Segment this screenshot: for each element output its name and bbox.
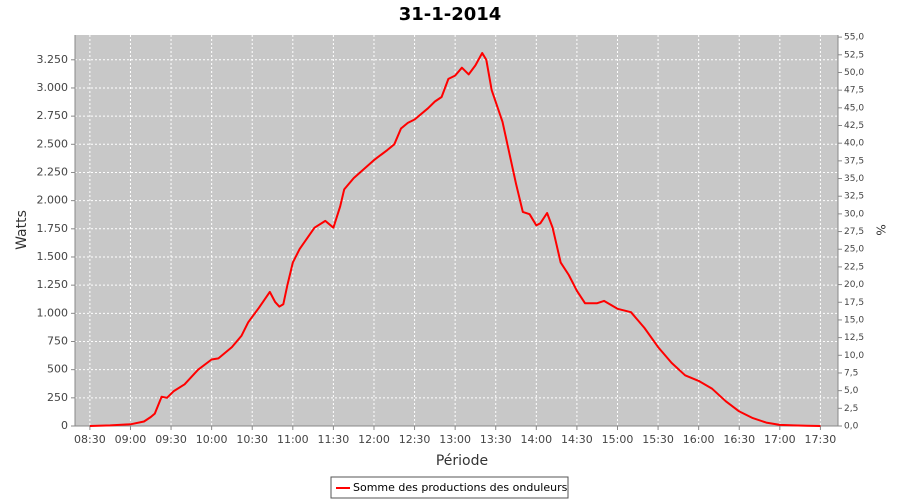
y2-tick-label: 37,5 — [844, 156, 864, 166]
x-tick-label: 13:00 — [439, 433, 471, 446]
y2-tick-label: 20,0 — [844, 280, 864, 290]
y2-tick-label: 15,0 — [844, 315, 864, 325]
y2-tick-label: 17,5 — [844, 298, 864, 308]
x-tick-label: 12:30 — [399, 433, 431, 446]
y-tick-label: 500 — [47, 363, 68, 376]
chart-title: 31-1-2014 — [399, 4, 502, 25]
y-tick-label: 1.500 — [37, 250, 69, 263]
legend — [330, 476, 569, 499]
y2-tick-label: 32,5 — [844, 192, 864, 202]
y2-tick-label: 10,0 — [844, 351, 864, 361]
x-tick-label: 09:30 — [155, 433, 187, 446]
x-tick-label: 15:30 — [642, 433, 674, 446]
y-tick-label: 3.250 — [37, 53, 69, 66]
y-tick-label: 2.250 — [37, 165, 69, 178]
y2-tick-label: 2,5 — [844, 404, 858, 414]
y2-tick-label: 55,0 — [844, 33, 864, 43]
y2-tick-label: 22,5 — [844, 262, 864, 272]
x-tick-label: 10:00 — [196, 433, 228, 446]
x-tick-label: 14:00 — [520, 433, 552, 446]
y2-tick-label: 47,5 — [844, 86, 864, 96]
x-tick-label: 16:00 — [683, 433, 715, 446]
y2-tick-label: 40,0 — [844, 139, 864, 149]
y2-tick-label: 35,0 — [844, 174, 864, 184]
x-tick-label: 10:30 — [236, 433, 268, 446]
x-tick-label: 17:30 — [805, 433, 837, 446]
series-line — [89, 52, 821, 427]
y-tick-label: 0 — [61, 419, 68, 432]
x-tick-label: 11:00 — [277, 433, 309, 446]
plot-area — [75, 35, 838, 426]
x-tick-label: 16:30 — [723, 433, 755, 446]
y-tick-label: 250 — [47, 391, 68, 404]
x-tick-label: 14:30 — [561, 433, 593, 446]
y-tick-label: 2.750 — [37, 109, 69, 122]
x-tick-label: 08:30 — [74, 433, 106, 446]
x-tick-label: 12:00 — [358, 433, 390, 446]
y2-tick-label: 7,5 — [844, 368, 858, 378]
y2-tick-label: 25,0 — [844, 245, 864, 255]
x-tick-label: 15:00 — [602, 433, 634, 446]
y-axis-label: Watts — [14, 210, 30, 250]
y2-tick-label: 12,5 — [844, 333, 864, 343]
y2-tick-label: 30,0 — [844, 209, 864, 219]
y2-tick-label: 27,5 — [844, 227, 864, 237]
y2-tick-label: 50,0 — [844, 68, 864, 78]
y2-tick-label: 52,5 — [844, 50, 864, 60]
y-tick-label: 1.000 — [37, 306, 69, 319]
x-tick-label: 11:30 — [318, 433, 350, 446]
x-tick-label: 13:30 — [480, 433, 512, 446]
y-tick-label: 750 — [47, 334, 68, 347]
y-tick-label: 1.250 — [37, 278, 69, 291]
x-tick-label: 09:00 — [115, 433, 147, 446]
y-tick-label: 2.000 — [37, 194, 69, 207]
y2-axis-label: % — [874, 224, 888, 235]
legend-label: Somme des productions des onduleurs — [353, 481, 568, 494]
y-tick-label: 2.500 — [37, 137, 69, 150]
y2-tick-label: 42,5 — [844, 121, 864, 131]
y-tick-label: 3.000 — [37, 81, 69, 94]
x-axis-label: Période — [436, 453, 488, 469]
y2-tick-label: 5,0 — [844, 386, 859, 396]
y2-tick-label: 45,0 — [844, 103, 864, 113]
y-tick-label: 1.750 — [37, 222, 69, 235]
y2-tick-label: 0,0 — [844, 422, 859, 432]
x-tick-label: 17:00 — [764, 433, 796, 446]
